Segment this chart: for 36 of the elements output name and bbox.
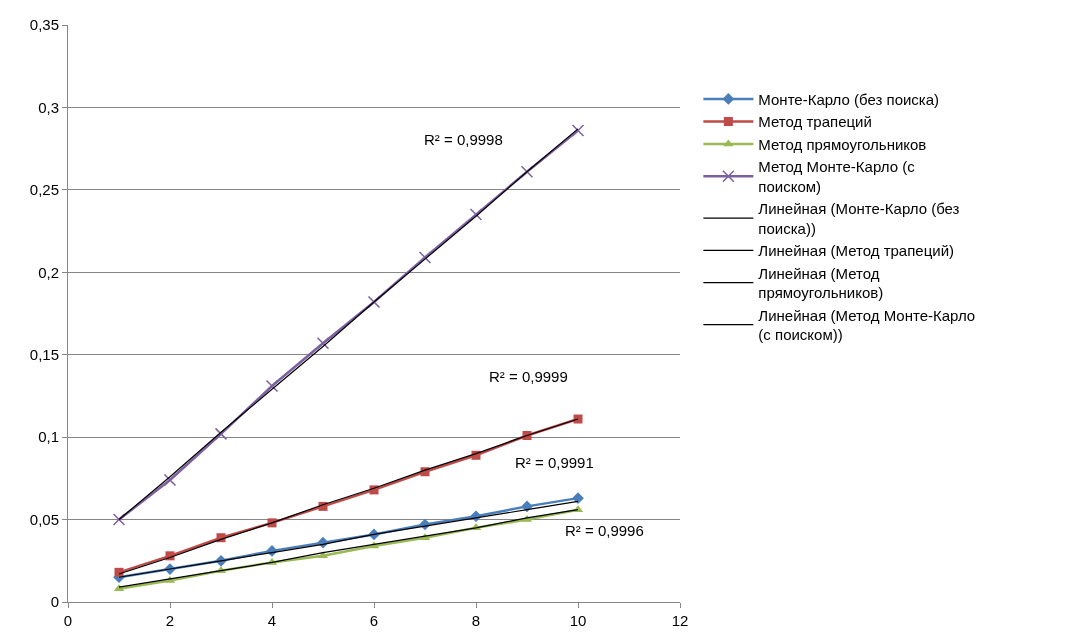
point xyxy=(521,500,533,513)
annotation: R² = 0,9998 xyxy=(424,131,503,148)
annotation: R² = 0,9999 xyxy=(489,368,568,385)
annotation: R² = 0,9996 xyxy=(565,522,644,539)
x-tick-label: 4 xyxy=(267,612,277,629)
y-tick-label: 0,3 xyxy=(38,98,59,116)
legend-label: Метод трапеций xyxy=(758,113,872,131)
point xyxy=(112,513,126,526)
x-tick-label: 6 xyxy=(369,612,379,629)
point xyxy=(520,165,534,178)
point xyxy=(571,124,585,137)
legend-label: Линейная (Метод трапеций) xyxy=(758,242,955,260)
x-tick-label: 8 xyxy=(471,612,481,629)
point xyxy=(418,251,432,264)
legend-label: Линейная (Метод прямоугольников) xyxy=(758,264,884,302)
point xyxy=(163,473,177,487)
x-tick-label: 12 xyxy=(671,612,689,629)
y-tick-label: 0,1 xyxy=(38,428,59,446)
y-tick-label: 0 xyxy=(50,593,59,611)
x-tick-label: 10 xyxy=(569,612,587,629)
legend-label: Монте-Карло (без поиска) xyxy=(758,90,940,108)
y-tick-label: 0,2 xyxy=(38,263,59,281)
y-tick-label: 0,35 xyxy=(29,16,59,34)
annotation: R² = 0,9991 xyxy=(515,454,594,471)
point xyxy=(316,336,330,350)
point xyxy=(469,208,483,221)
y-tick-label: 0,25 xyxy=(29,181,59,199)
legend-label: Метод Монте-Карло (с поиском) xyxy=(758,158,916,195)
legend-label: Линейная (Монте-Карло (без поиска)) xyxy=(758,200,960,237)
x-tick-label: 0 xyxy=(63,612,73,629)
x-tick-label: 2 xyxy=(165,612,175,629)
point xyxy=(573,414,583,424)
legend-label: Метод прямоугольников xyxy=(758,135,927,153)
legend-label: Линейная (Метод Монте-Карло (с поиском)) xyxy=(758,306,976,344)
y-tick-label: 0,05 xyxy=(29,510,59,528)
y-tick-label: 0,15 xyxy=(29,345,59,363)
